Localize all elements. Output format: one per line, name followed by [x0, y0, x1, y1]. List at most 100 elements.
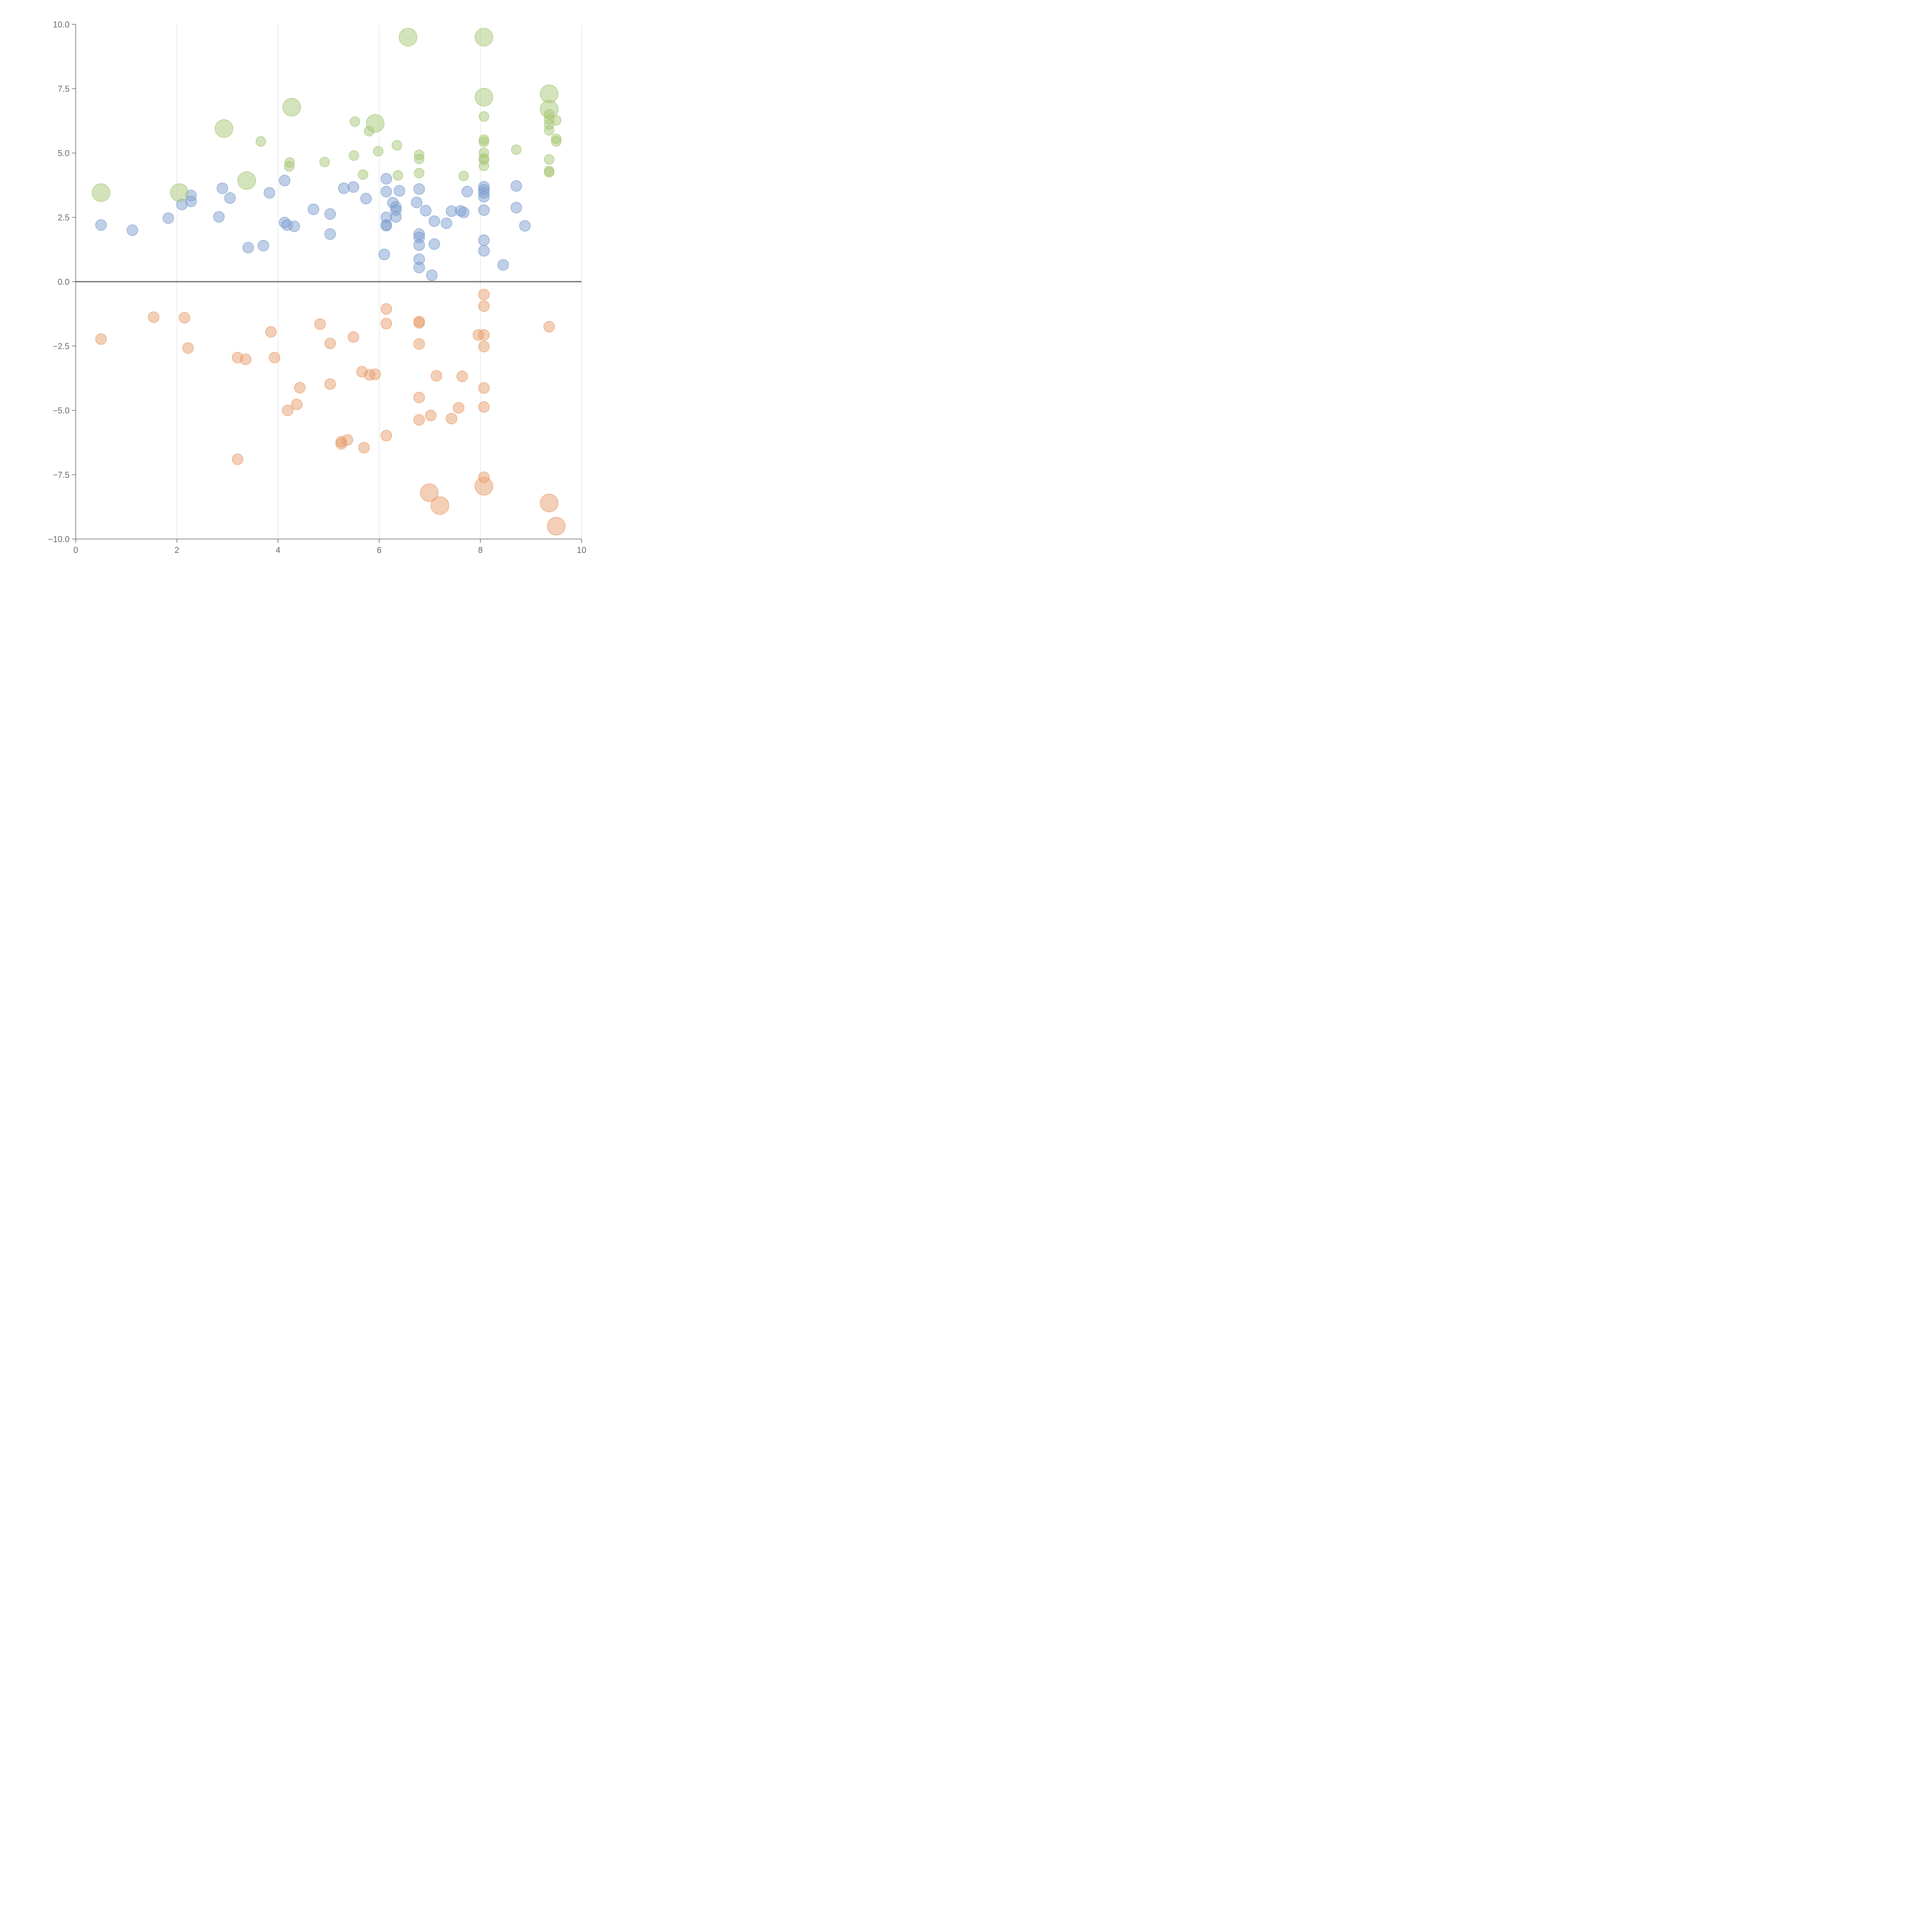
data-point-s2-43: [478, 382, 490, 394]
data-point-s0-6: [213, 211, 225, 223]
data-point-s0-20: [347, 181, 359, 193]
data-point-s1-14: [373, 146, 384, 156]
data-point-s0-58: [510, 202, 522, 213]
data-point-s0-54: [478, 235, 490, 246]
data-point-s1-1: [170, 183, 189, 202]
x-tick-label-1: 2: [175, 545, 179, 555]
data-point-s1-38: [544, 154, 554, 165]
y-tick-label-7: 7.5: [58, 84, 70, 94]
data-point-s2-49: [547, 517, 566, 536]
data-point-s2-40: [478, 300, 490, 312]
data-point-s2-3: [182, 342, 194, 354]
data-point-s0-15: [288, 221, 300, 232]
data-point-s0-48: [461, 186, 473, 197]
data-point-s2-31: [420, 483, 439, 502]
data-point-s0-16: [308, 204, 319, 215]
data-point-s1-9: [349, 150, 359, 161]
data-point-s1-41: [551, 115, 561, 126]
data-point-s0-55: [478, 245, 490, 257]
y-axis-ticks: −10.0 −7.5 −5.0 −2.5 0.0 2.5 5.0 7.5 10.0: [48, 20, 76, 544]
data-point-s0-33: [411, 197, 423, 208]
data-point-s2-36: [453, 402, 464, 414]
data-point-s0-53: [478, 204, 490, 216]
x-tick-label-2: 4: [276, 545, 280, 555]
data-point-s2-18: [347, 331, 359, 343]
data-point-s2-24: [380, 318, 392, 330]
data-point-s1-10: [350, 116, 360, 127]
data-point-s0-12: [279, 175, 291, 187]
data-point-s2-6: [240, 354, 252, 365]
data-point-s2-32: [425, 410, 437, 422]
data-point-s0-21: [360, 193, 372, 204]
data-point-s2-17: [342, 434, 353, 446]
data-point-s1-22: [474, 28, 493, 47]
data-point-s0-22: [378, 248, 390, 260]
data-point-s2-46: [474, 477, 493, 496]
data-point-s1-23: [474, 88, 493, 107]
y-tick-label-3: −2.5: [53, 342, 70, 351]
data-point-s0-19: [338, 182, 350, 194]
data-point-s0-18: [324, 228, 336, 240]
data-point-s0-31: [390, 211, 402, 223]
y-tick-label-5: 2.5: [58, 213, 70, 223]
data-point-s1-43: [551, 136, 561, 147]
data-point-s1-6: [284, 157, 295, 168]
data-point-s0-23: [380, 173, 392, 185]
data-point-s1-11: [358, 169, 368, 180]
data-point-s2-12: [314, 318, 326, 330]
data-point-s1-24: [479, 111, 489, 122]
data-point-s1-4: [255, 136, 266, 147]
data-points: [92, 28, 566, 536]
data-point-s1-21: [458, 170, 469, 181]
data-point-s0-52: [478, 191, 490, 202]
data-point-s0-34: [413, 183, 425, 195]
data-point-s1-17: [399, 28, 417, 47]
data-point-s2-29: [413, 391, 425, 403]
data-point-s2-34: [430, 496, 449, 515]
data-point-s2-39: [478, 289, 490, 301]
data-point-s1-19: [414, 153, 425, 164]
x-tick-label-0: 0: [73, 545, 78, 555]
data-point-s2-2: [179, 312, 190, 323]
data-point-s0-56: [497, 259, 509, 271]
data-point-s2-44: [478, 401, 490, 413]
data-point-s0-7: [216, 182, 228, 194]
data-point-s0-8: [224, 192, 236, 204]
data-point-s1-30: [479, 160, 489, 171]
data-point-s2-5: [232, 453, 243, 465]
data-point-s0-59: [519, 220, 531, 232]
data-point-s2-20: [358, 442, 370, 454]
data-point-s0-9: [242, 242, 254, 253]
data-point-s2-1: [148, 311, 160, 323]
data-point-s2-41: [478, 329, 490, 341]
data-point-s0-57: [510, 180, 522, 192]
data-point-s1-8: [319, 156, 330, 167]
data-point-s2-14: [324, 378, 336, 390]
x-tick-label-3: 6: [377, 545, 381, 555]
data-point-s1-15: [391, 140, 402, 151]
data-point-s0-32: [394, 185, 405, 197]
y-tick-label-4: 0.0: [58, 277, 70, 287]
x-tick-label-4: 8: [478, 545, 483, 555]
data-point-s2-23: [380, 303, 392, 315]
x-tick-label-5: 10: [577, 545, 586, 555]
data-point-s0-47: [458, 207, 469, 218]
data-point-s2-35: [446, 413, 457, 425]
data-point-s0-1: [126, 224, 138, 236]
data-point-s0-11: [264, 187, 276, 199]
data-point-s1-37: [544, 125, 554, 136]
data-point-s1-0: [92, 183, 111, 202]
y-tick-label-8: 10.0: [53, 20, 70, 29]
data-point-s0-37: [413, 239, 425, 251]
data-point-s1-16: [393, 170, 403, 181]
y-tick-label-6: 5.0: [58, 148, 70, 158]
data-point-s0-40: [420, 205, 432, 216]
data-point-s2-9: [282, 405, 294, 416]
y-tick-label-2: −5.0: [53, 406, 70, 415]
data-point-s2-37: [456, 371, 468, 382]
data-point-s2-8: [269, 352, 281, 364]
data-point-s2-42: [478, 341, 490, 352]
data-point-s0-27: [380, 220, 392, 231]
data-point-s2-11: [294, 382, 306, 394]
data-point-s0-0: [95, 219, 107, 231]
